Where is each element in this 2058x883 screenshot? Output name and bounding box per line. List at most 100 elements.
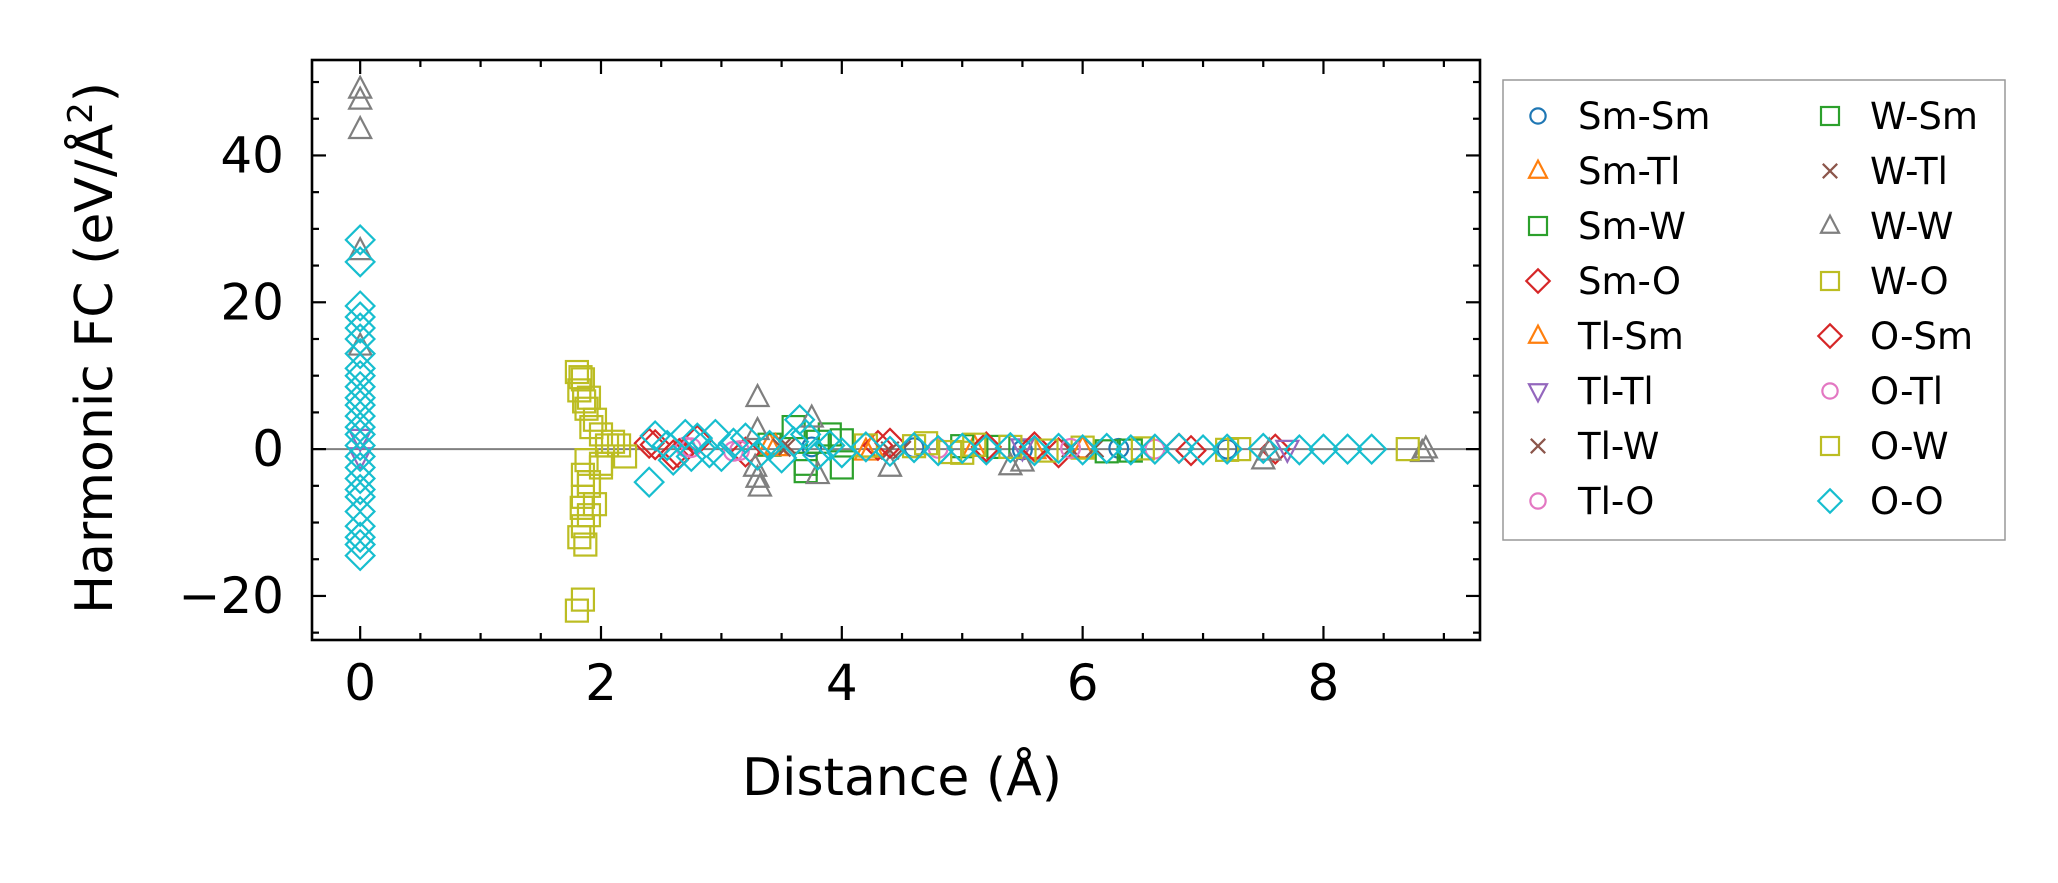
data-point [344, 462, 377, 495]
data-point [705, 440, 738, 473]
y-axis-label: Harmonic FC (eV/Å2) [61, 82, 125, 614]
data-point [1247, 432, 1280, 465]
data-point [344, 290, 377, 322]
legend-item: O-Tl [1821, 370, 1943, 413]
data-point [877, 452, 903, 477]
legend-marker [1816, 487, 1844, 515]
data-point [1139, 433, 1171, 465]
x-tick-label: 6 [1067, 654, 1099, 712]
legend-item: Tl-Tl [1527, 370, 1654, 413]
data-point [946, 432, 979, 465]
y-axis-label-superscript: 2 [61, 102, 101, 124]
data-point [850, 431, 882, 463]
data-point [829, 455, 854, 480]
y-axis-label-base: Harmonic FC (eV/Å [63, 123, 125, 614]
series-w-o [564, 359, 1420, 623]
data-point [970, 433, 1003, 466]
legend-marker [1822, 163, 1838, 179]
data-point [898, 431, 930, 464]
data-point [962, 432, 987, 457]
data-point [564, 359, 590, 385]
axis-ticks: 0 2 4 6 8 −20 0 20 40 [178, 60, 1480, 712]
series-o-w [568, 365, 1240, 520]
data-point [853, 436, 879, 461]
data-point [344, 521, 377, 554]
legend-marker [1529, 107, 1547, 125]
data-point [568, 365, 593, 390]
legend-item: Sm-Tl [1527, 150, 1680, 193]
data-point [344, 400, 377, 432]
data-point [344, 389, 377, 421]
data-point [344, 528, 377, 561]
data-point [344, 312, 377, 344]
data-point [344, 301, 377, 333]
legend-label: Tl-O [1577, 480, 1654, 523]
data-point [1163, 432, 1195, 465]
legend-marker [1524, 267, 1552, 295]
data-point [572, 389, 597, 414]
data-point [579, 414, 604, 440]
legend-label: Tl-W [1577, 425, 1659, 468]
legend-item: Tl-W [1530, 425, 1659, 468]
data-point [573, 532, 598, 557]
x-tick-label: 4 [826, 654, 858, 712]
legend-label: Tl-Sm [1577, 315, 1684, 358]
y-tick-label: 20 [220, 273, 284, 331]
legend-item: O-Sm [1816, 315, 1973, 358]
data-point [1042, 432, 1075, 465]
data-point [344, 429, 377, 462]
data-point [744, 382, 771, 408]
data-point [569, 495, 594, 520]
data-point [344, 440, 377, 473]
data-point [606, 433, 632, 458]
data-point [344, 381, 377, 414]
legend-marker [1530, 438, 1546, 454]
legend-item: O-W [1819, 425, 1949, 468]
data-point [922, 434, 954, 467]
legend-item: Sm-Sm [1529, 95, 1710, 138]
data-point [344, 418, 377, 451]
legend-item: Tl-O [1529, 480, 1654, 523]
data-point [1018, 434, 1051, 467]
legend-box [1502, 79, 2006, 541]
data-point [994, 431, 1027, 464]
legend-entries: Sm-Sm Sm-Tl Sm-W Sm-O Tl-Sm Tl-Tl Tl-W Tl-O W-Sm… [1524, 95, 1978, 523]
data-point [344, 539, 377, 572]
data-point [344, 359, 377, 392]
data-point [789, 418, 822, 451]
data-point [804, 459, 831, 485]
legend-label: Sm-Tl [1578, 150, 1680, 193]
legend-item: W-O [1819, 260, 1949, 303]
legend-label: O-Sm [1870, 315, 1973, 358]
data-point [938, 439, 963, 465]
data-point [344, 411, 377, 443]
legend-marker [1819, 105, 1841, 127]
data-point [567, 525, 592, 550]
y-tick-label: −20 [178, 567, 284, 625]
data-point [344, 224, 377, 256]
data-point [693, 436, 726, 469]
data-point [901, 434, 927, 459]
data-points [344, 74, 1439, 623]
data-point [681, 422, 714, 454]
legend-label: W-W [1870, 205, 1954, 248]
legend-label: Tl-Tl [1577, 370, 1654, 413]
data-point [1283, 433, 1316, 466]
legend-marker [1527, 383, 1549, 404]
data-point [1412, 434, 1439, 459]
y-tick-label: 40 [220, 126, 284, 184]
x-tick-label: 0 [344, 654, 376, 712]
data-point [344, 473, 377, 506]
legend-item: W-Tl [1822, 150, 1948, 193]
series-o-o [344, 224, 1388, 572]
data-point [1090, 432, 1123, 465]
data-point [1211, 433, 1243, 465]
data-point [777, 425, 810, 458]
data-point [717, 427, 750, 460]
data-point [1009, 447, 1036, 472]
legend-marker [1821, 382, 1839, 400]
legend-marker [1527, 215, 1549, 237]
data-point [570, 587, 596, 612]
data-point [347, 74, 373, 99]
